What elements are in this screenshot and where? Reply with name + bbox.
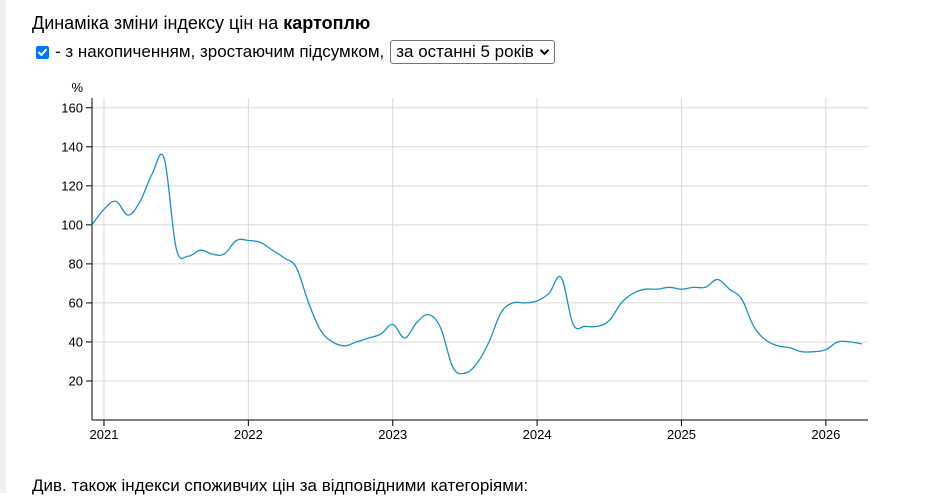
chart-controls: - з накопиченням, зростаючим підсумком, …: [36, 40, 555, 64]
axes: %: [71, 80, 868, 426]
see-also-text: Див. також індекси споживчих цін за відп…: [32, 476, 529, 495]
y-tick-label-20: 20: [69, 373, 83, 388]
vertical-gridlines: [103, 98, 827, 420]
page-title: Динаміка зміни індексу цін на картоплю: [32, 12, 370, 34]
y-tick-label-100: 100: [61, 217, 83, 232]
series-line-0: [91, 153, 863, 375]
horizontal-gridlines: [92, 107, 868, 382]
y-tick-labels: 20 40 60 80 100 120 140 160: [61, 100, 83, 388]
y-tick-label-160: 160: [61, 100, 83, 115]
period-select-value: за останні 5 років: [396, 42, 534, 61]
x-tick-label-2023: 2023: [378, 427, 407, 442]
series-layer: [91, 153, 863, 375]
x-tick-label-2024: 2024: [523, 427, 552, 442]
y-tick-label-140: 140: [61, 139, 83, 154]
cumulative-checkbox[interactable]: [36, 45, 49, 59]
y-tick-label-80: 80: [69, 256, 83, 271]
chevron-down-icon: [539, 49, 550, 56]
y-tick-label-60: 60: [69, 295, 83, 310]
page-left-rule: [0, 0, 6, 493]
x-tick-label-2022: 2022: [234, 427, 263, 442]
x-tick-label-2021: 2021: [90, 427, 119, 442]
x-tick-label-2025: 2025: [667, 427, 696, 442]
checkmark-icon: [38, 48, 47, 56]
y-tick-label-40: 40: [69, 334, 83, 349]
period-select[interactable]: за останні 5 років: [390, 40, 555, 64]
title-prefix: Динаміка зміни індексу цін на: [32, 13, 284, 33]
y-tick-label-120: 120: [61, 178, 83, 193]
title-subject: картоплю: [283, 13, 371, 33]
cumulative-checkbox-label: - з накопиченням, зростаючим підсумком,: [55, 42, 385, 61]
x-tick-label-2026: 2026: [811, 427, 840, 442]
x-tick-labels: 2021 2022 2023 2024 2025 2026: [90, 427, 841, 442]
y-axis-label: %: [71, 80, 83, 95]
